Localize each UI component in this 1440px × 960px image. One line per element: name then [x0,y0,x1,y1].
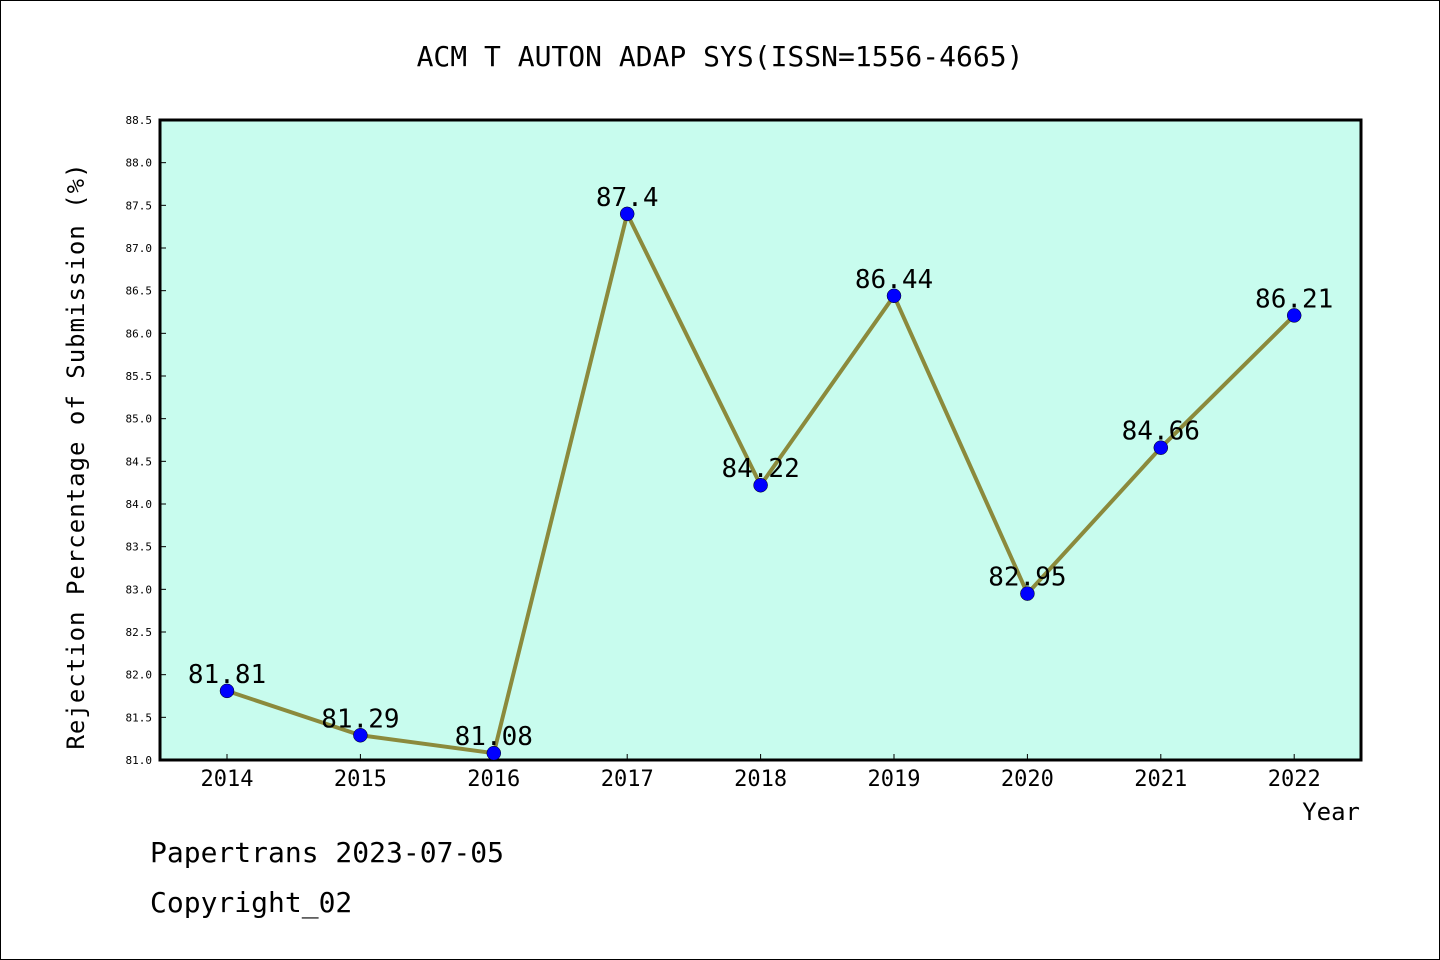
x-tick-label: 2019 [868,767,921,792]
data-label: 84.66 [1122,417,1200,447]
data-point-marker [619,206,635,222]
y-tick-label: 81.0 [126,754,153,767]
y-tick-label: 86.0 [126,327,153,340]
y-tick-label: 85.5 [126,370,153,383]
data-point-marker [486,745,502,761]
x-tick-label: 2018 [734,767,787,792]
y-tick-label: 84.0 [126,498,153,511]
data-point-marker [219,683,235,699]
x-tick-label: 2020 [1001,767,1054,792]
chart-title: ACM T AUTON ADAP SYS(ISSN=1556-4665) [417,40,1024,73]
footer-copyright: Copyright_02 [150,886,353,919]
x-tick-label: 2016 [467,767,520,792]
data-label: 81.08 [455,722,533,752]
data-label: 87.4 [596,183,659,213]
y-tick-label: 88.0 [126,157,153,170]
data-label: 82.95 [988,563,1066,593]
data-label: 84.22 [721,454,799,484]
data-label: 86.44 [855,265,933,295]
y-tick-label: 82.0 [126,669,153,682]
data-point-marker [353,728,368,743]
x-tick-label: 2021 [1134,767,1187,792]
y-tick-label: 83.0 [126,583,153,596]
y-tick-label: 87.5 [126,199,153,212]
y-tick-label: 81.5 [126,711,153,724]
x-tick-label: 2017 [601,767,654,792]
x-tick-label: 2014 [201,767,254,792]
data-label: 81.29 [321,704,399,734]
y-tick-label: 86.5 [126,285,153,298]
y-tick-label: 88.5 [126,114,153,127]
y-axis: 81.0 81.5 82.0 82.5 83.0 83.5 84.0 84.5 85.0 85.5… [126,114,166,767]
x-tick-label: 2022 [1268,767,1321,792]
x-axis-label: Year [1302,798,1360,826]
y-axis-label: Rejection Percentage of Submission (%) [62,162,90,749]
data-label: 81.81 [188,660,266,690]
y-tick-label: 83.5 [126,541,153,554]
x-axis: 2014 2015 2016 2017 2018 2019 2020 2021 2022 [201,754,1321,792]
data-point-marker [1020,586,1035,601]
data-point-marker [886,288,902,304]
y-tick-label: 87.0 [126,242,153,255]
data-label: 86.21 [1255,284,1333,314]
footer-date: Papertrans 2023-07-05 [150,836,505,869]
y-tick-label: 84.5 [126,455,153,468]
data-point-marker [1153,440,1169,455]
series-line-group [219,206,1302,761]
data-point-marker [1286,308,1302,323]
y-tick-label: 85.0 [126,413,153,426]
data-labels: 81.81 81.29 81.08 87.4 84.22 86.44 82.95 84.66 8… [188,183,1333,752]
x-tick-label: 2015 [334,767,387,792]
y-tick-label: 82.5 [126,626,153,639]
plot-area [158,118,1363,762]
data-point-marker [753,477,768,493]
